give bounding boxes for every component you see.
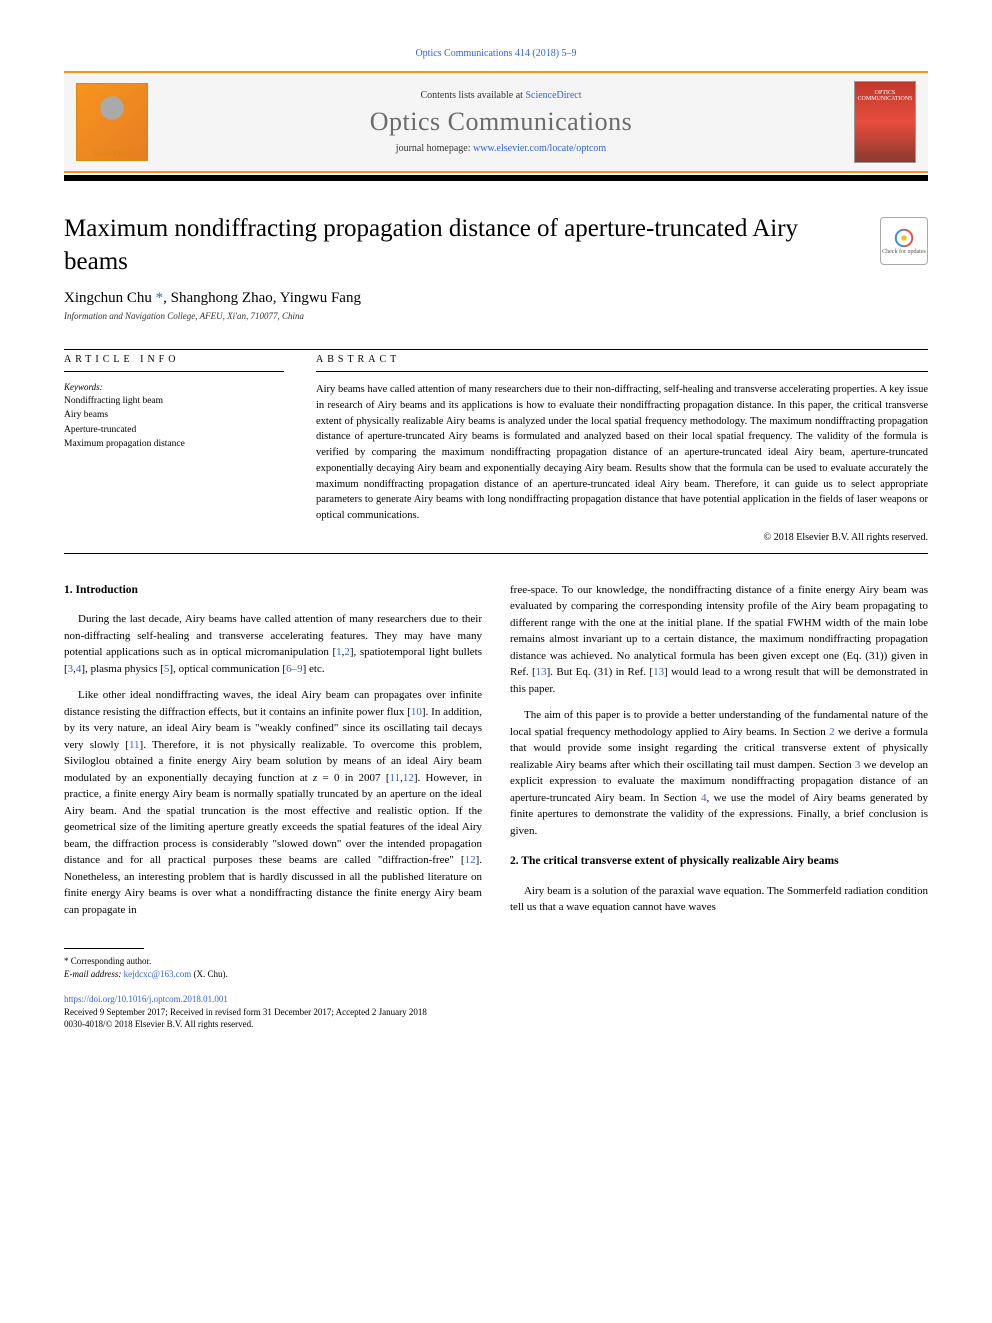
check-updates-label: Check for updates <box>882 249 926 255</box>
body-columns: 1. Introduction During the last decade, … <box>64 582 928 928</box>
top-citation: Optics Communications 414 (2018) 5–9 <box>64 48 928 59</box>
body-paragraph: Like other ideal nondiffracting waves, t… <box>64 687 482 918</box>
ref-link[interactable]: 11 <box>389 772 400 784</box>
ref-link[interactable]: 13 <box>536 666 547 678</box>
journal-header: ELSEVIER Contents lists available at Sci… <box>64 71 928 173</box>
section-link[interactable]: 2 <box>829 726 835 738</box>
ref-link[interactable]: 3 <box>68 663 74 675</box>
keyword: Nondiffracting light beam <box>64 394 284 408</box>
article-history: Received 9 September 2017; Received in r… <box>64 1006 928 1019</box>
ref-link[interactable]: 4 <box>76 663 82 675</box>
homepage-prefix: journal homepage: <box>396 143 473 154</box>
email-line: E-mail address: kejdcxc@163.com (X. Chu)… <box>64 968 928 981</box>
authors: Xingchun Chu *, Shanghong Zhao, Yingwu F… <box>64 290 928 307</box>
elsevier-tree-icon <box>87 88 137 138</box>
keyword: Aperture-truncated <box>64 423 284 437</box>
article-title: Maximum nondiffracting propagation dista… <box>64 213 928 278</box>
footnotes: * Corresponding author. E-mail address: … <box>64 955 928 981</box>
homepage-line: journal homepage: www.elsevier.com/locat… <box>160 143 842 154</box>
keywords-label: Keywords: <box>64 382 284 392</box>
ref-link[interactable]: 12 <box>465 854 476 866</box>
ref-link[interactable]: 12 <box>403 772 414 784</box>
sciencedirect-link[interactable]: ScienceDirect <box>525 90 581 101</box>
affiliation: Information and Navigation College, AFEU… <box>64 311 928 321</box>
author-email-link[interactable]: kejdcxc@163.com <box>124 969 192 979</box>
body-paragraph: During the last decade, Airy beams have … <box>64 611 482 677</box>
right-column: free-space. To our knowledge, the nondif… <box>510 582 928 928</box>
ref-link[interactable]: 11 <box>129 739 140 751</box>
issn-copyright: 0030-4018/© 2018 Elsevier B.V. All right… <box>64 1018 928 1031</box>
check-updates-icon <box>893 227 915 249</box>
ref-link[interactable]: 6–9 <box>286 663 303 675</box>
keywords-list: Nondiffracting light beam Airy beams Ape… <box>64 394 284 451</box>
ref-link[interactable]: 2 <box>344 646 350 658</box>
keyword: Maximum propagation distance <box>64 437 284 451</box>
ref-link[interactable]: 10 <box>411 706 422 718</box>
journal-cover-thumb: OPTICS COMMUNICATIONS <box>854 81 916 163</box>
contents-line: Contents lists available at ScienceDirec… <box>160 90 842 101</box>
section-link[interactable]: 4 <box>701 792 707 804</box>
ref-link[interactable]: 13 <box>653 666 664 678</box>
body-paragraph: free-space. To our knowledge, the nondif… <box>510 582 928 698</box>
corresponding-author-note: * Corresponding author. <box>64 955 928 968</box>
doi-block: https://doi.org/10.1016/j.optcom.2018.01… <box>64 993 928 1031</box>
journal-name: Optics Communications <box>160 107 842 137</box>
abstract-label: ABSTRACT <box>316 354 928 372</box>
email-label: E-mail address: <box>64 969 124 979</box>
keyword: Airy beams <box>64 408 284 422</box>
email-suffix: (X. Chu). <box>191 969 228 979</box>
check-updates-badge[interactable]: Check for updates <box>880 217 928 265</box>
abstract-text: Airy beams have called attention of many… <box>316 382 928 524</box>
ref-link[interactable]: 5 <box>164 663 170 675</box>
abstract-copyright: © 2018 Elsevier B.V. All rights reserved… <box>316 532 928 543</box>
section-2-heading: 2. The critical transverse extent of phy… <box>510 853 928 870</box>
body-paragraph: The aim of this paper is to provide a be… <box>510 707 928 839</box>
section-1-heading: 1. Introduction <box>64 582 482 599</box>
doi-link[interactable]: https://doi.org/10.1016/j.optcom.2018.01… <box>64 994 228 1004</box>
author-list: Xingchun Chu *, Shanghong Zhao, Yingwu F… <box>64 290 361 306</box>
elsevier-logo: ELSEVIER <box>76 83 148 161</box>
body-paragraph: Airy beam is a solution of the paraxial … <box>510 883 928 916</box>
article-info-label: ARTICLE INFO <box>64 354 284 372</box>
section-link[interactable]: 3 <box>855 759 861 771</box>
contents-prefix: Contents lists available at <box>420 90 525 101</box>
footnote-rule <box>64 948 144 949</box>
header-divider <box>64 175 928 181</box>
left-column: 1. Introduction During the last decade, … <box>64 582 482 928</box>
homepage-link[interactable]: www.elsevier.com/locate/optcom <box>473 143 606 154</box>
publisher-name: ELSEVIER <box>93 149 131 158</box>
ref-link[interactable]: 1 <box>336 646 342 658</box>
